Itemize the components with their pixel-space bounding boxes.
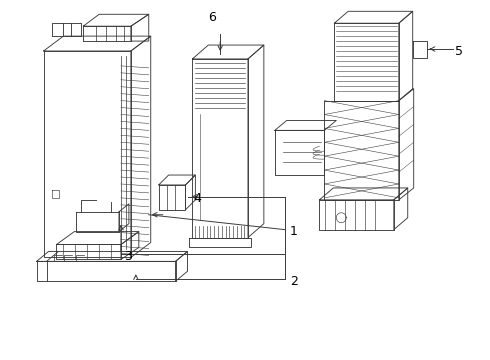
Text: 1: 1: [290, 225, 297, 238]
Text: 5: 5: [455, 45, 464, 58]
Text: 3: 3: [124, 250, 132, 263]
Text: 6: 6: [208, 11, 216, 24]
Text: 2: 2: [290, 275, 297, 288]
Text: 4: 4: [194, 192, 201, 205]
